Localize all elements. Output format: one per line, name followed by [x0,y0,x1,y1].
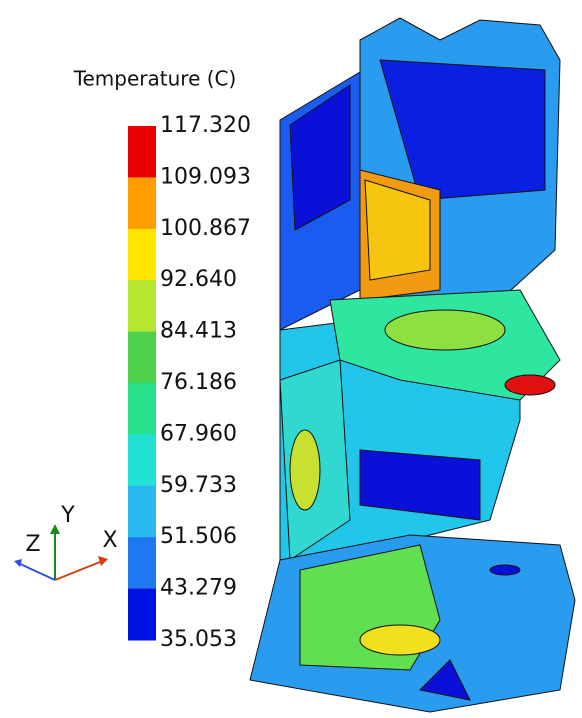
color-band [128,229,156,281]
color-band [128,434,156,486]
color-band [128,280,156,332]
legend-label: 100.867 [160,216,251,241]
triad-z: Z [25,532,40,557]
triad-x: X [102,528,117,553]
legend-title: Temperature (C) [73,67,237,91]
legend-label: 67.960 [160,421,237,446]
viewport: Temperature (C) 117.320 109.093 100.867 92.… [0,0,582,714]
triad-y: Y [60,503,75,528]
color-band [128,486,156,538]
legend-label: 92.640 [160,267,237,292]
legend-label: 76.186 [160,370,237,395]
color-band [128,177,156,229]
color-band [128,383,156,435]
color-band [128,126,156,178]
color-band [128,537,156,589]
color-bar: 117.320 109.093 100.867 92.640 84.413 76.186 6… [128,113,251,652]
axis-triad: Z Y X [14,503,118,580]
color-band [128,332,156,384]
legend-label: 117.320 [160,113,251,138]
legend-label: 51.506 [160,524,237,549]
legend-label: 84.413 [160,319,237,344]
legend-label: 43.279 [160,576,237,601]
model [250,18,575,712]
legend-label: 35.053 [160,627,237,652]
legend-label: 109.093 [160,164,251,189]
color-band [128,589,156,641]
legend-label: 59.733 [160,473,237,498]
